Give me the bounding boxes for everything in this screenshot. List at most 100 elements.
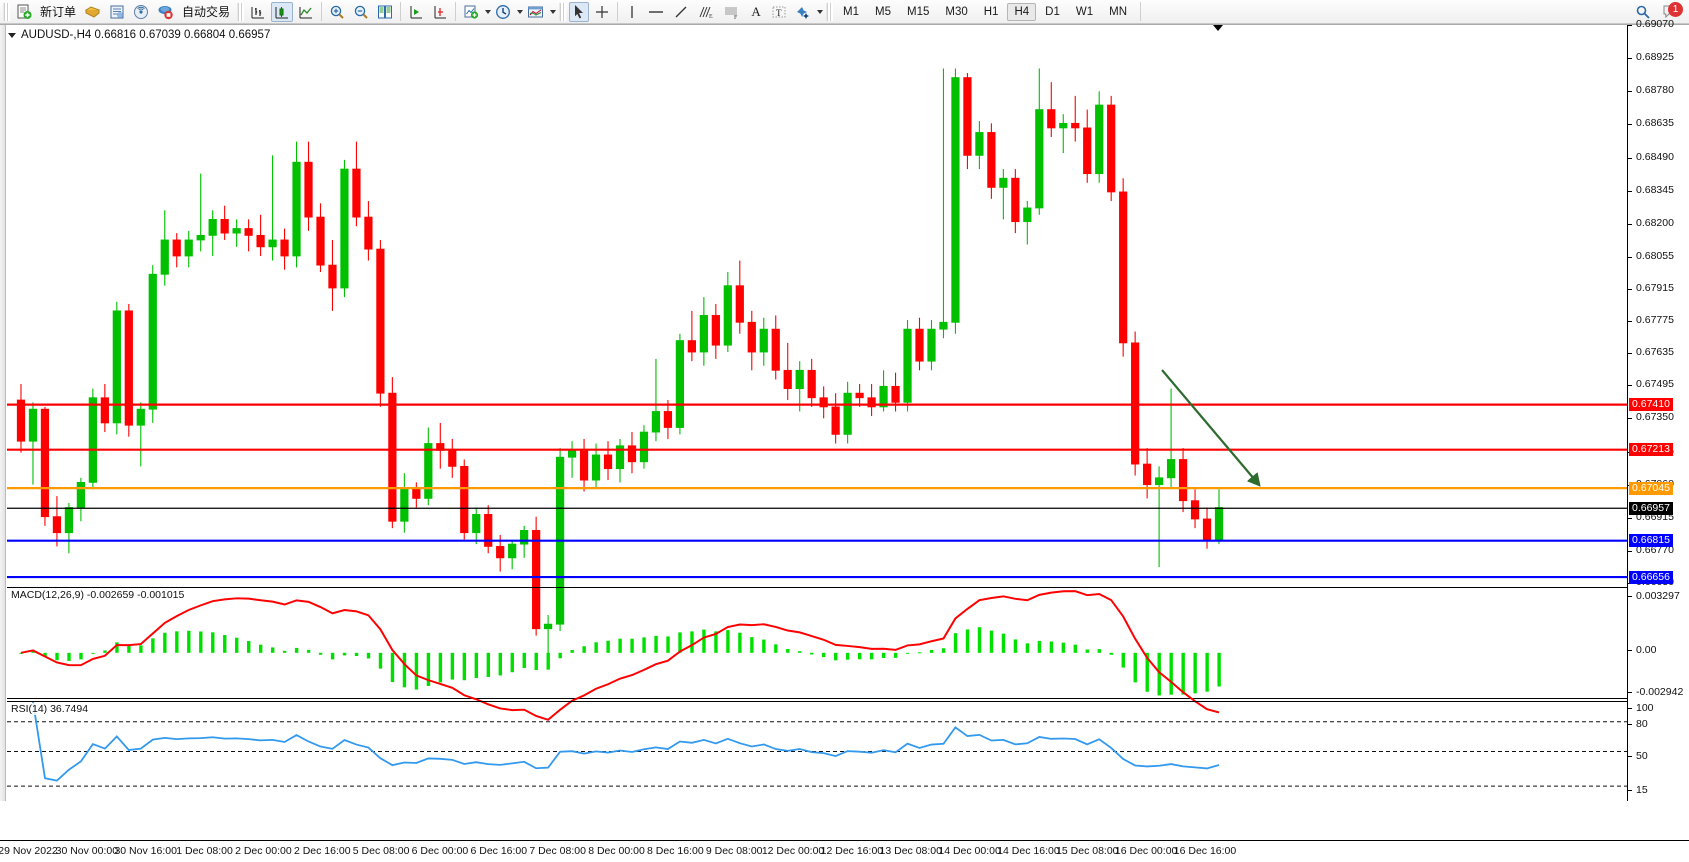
trendline-icon[interactable] [670, 2, 692, 22]
timeframe-d1[interactable]: D1 [1045, 5, 1060, 18]
macd-title: MACD(12,26,9) -0.002659 -0.001015 [10, 589, 186, 601]
price-tick-label: 0.67350 [1636, 411, 1674, 424]
candlestick-chart-icon[interactable] [271, 1, 294, 22]
price-tick [1628, 25, 1632, 26]
shift-end-icon[interactable] [429, 2, 451, 22]
text-icon[interactable]: T [768, 2, 790, 22]
time-tick-label: 30 Nov 00:00 [55, 845, 119, 857]
price-tick-label: 0.66915 [1636, 510, 1674, 523]
periods-icon[interactable] [492, 2, 514, 22]
broadcast-icon[interactable] [130, 2, 152, 22]
template-icon[interactable] [81, 2, 104, 22]
price-axis[interactable]: 0.69070 0.68925 0.68780 0.68635 0.68490 0.683… [1627, 19, 1689, 801]
price-pane[interactable] [7, 25, 1627, 654]
macd-pane[interactable]: MACD(12,26,9) -0.002659 -0.001015 [7, 587, 1627, 721]
chart-menu-caret-icon[interactable] [8, 32, 16, 38]
price-tick [1628, 190, 1632, 192]
timeframe-h4[interactable]: H4 [1007, 2, 1037, 21]
time-tick-label: 12 Dec 16:00 [820, 845, 884, 857]
time-tick-label: 15 Dec 08:00 [1056, 845, 1119, 857]
macd-axis-label: -0.002942 [1636, 686, 1684, 698]
rsi-plot [7, 701, 1627, 787]
price-tick-label: 0.66770 [1636, 543, 1674, 556]
time-tick-label: 12 Dec 00:00 [761, 845, 825, 857]
shapes-icon[interactable] [792, 2, 814, 22]
toolbar-grip[interactable] [3, 2, 10, 21]
timeframe-w1[interactable]: W1 [1075, 5, 1094, 18]
candlestick-chart [16, 68, 1224, 654]
resistance-level-1-badge[interactable]: 0.67410 [1629, 398, 1673, 412]
tile-windows-icon[interactable] [374, 2, 396, 22]
rsi-tick [1628, 724, 1632, 725]
macd-plot [19, 590, 1221, 721]
macd-tick [1628, 650, 1632, 651]
toolbar-grip-4[interactable] [826, 2, 834, 21]
line-chart-icon[interactable] [295, 2, 317, 22]
time-tick-label: 6 Dec 16:00 [470, 845, 528, 857]
price-tick [1628, 91, 1632, 93]
price-tick [1628, 157, 1632, 159]
crosshair-icon[interactable] [591, 2, 613, 22]
chart-left-border [0, 25, 6, 801]
indicators-dropdown-caret[interactable] [485, 9, 492, 14]
time-tick-label: 14 Dec 00:00 [938, 845, 1001, 857]
price-tick [1628, 289, 1632, 291]
toolbar-grip-3[interactable] [559, 2, 567, 21]
alerts-icon[interactable]: 1 [1659, 1, 1683, 22]
support-level-1-badge[interactable]: 0.66815 [1629, 534, 1673, 548]
auto-trading-button[interactable]: 自动交易 [182, 5, 231, 19]
timeframe-m1[interactable]: M1 [843, 5, 860, 18]
svg-text:T: T [776, 8, 782, 18]
indicators-icon[interactable] [460, 2, 482, 22]
shift-start-icon[interactable] [405, 2, 427, 22]
timeframe-m15[interactable]: M15 [907, 5, 930, 18]
vertical-line-icon[interactable] [622, 2, 642, 22]
price-tick-label: 0.68780 [1636, 84, 1674, 97]
text-label-icon[interactable]: A [751, 3, 761, 19]
price-tick [1628, 385, 1632, 387]
notification-badge: 1 [1668, 1, 1683, 17]
timeframe-mn[interactable]: MN [1109, 5, 1127, 18]
timeframe-h1[interactable]: H1 [983, 5, 999, 18]
time-axis[interactable]: 29 Nov 2022 30 Nov 00:00 30 Nov 16:00 1 Dec… [0, 840, 1689, 862]
print-preview-icon[interactable] [106, 2, 128, 22]
periods-dropdown-caret[interactable] [517, 9, 524, 14]
down-trend-arrow[interactable] [7, 25, 1627, 583]
timeframe-m5[interactable]: M5 [875, 5, 891, 18]
new-order-icon[interactable] [13, 2, 35, 22]
resistance-level-2-badge[interactable]: 0.67213 [1629, 443, 1673, 457]
current-price-badge[interactable]: 0.66957 [1629, 501, 1673, 515]
price-tick-label: 0.67775 [1636, 314, 1674, 327]
rsi-tick [1628, 708, 1632, 709]
horizontal-line-icon[interactable] [644, 2, 668, 22]
channel-icon[interactable]: F [720, 2, 744, 22]
time-tick-label: 7 Dec 08:00 [529, 845, 586, 857]
price-tick [1628, 418, 1632, 420]
timeframe-m30[interactable]: M30 [945, 5, 968, 18]
cursor-icon[interactable] [569, 1, 590, 22]
support-level-2-badge[interactable]: 0.66656 [1629, 570, 1673, 584]
zoom-in-icon[interactable] [326, 2, 348, 22]
time-tick-label: 9 Dec 08:00 [705, 845, 763, 857]
bar-chart-icon[interactable] [247, 2, 269, 22]
shapes-dropdown-caret[interactable] [817, 9, 824, 14]
auto-trading-icon[interactable] [154, 2, 177, 22]
fibo-icon[interactable]: E [694, 2, 718, 22]
price-tick [1628, 58, 1632, 60]
macd-axis-label: 0.00 [1636, 644, 1657, 656]
price-tick [1628, 353, 1632, 355]
toolbar-grip-2[interactable] [237, 2, 245, 21]
rsi-title: RSI(14) 36.7494 [10, 703, 90, 715]
chart-window[interactable]: AUDUSD-,H4 0.66816 0.67039 0.66804 0.669… [0, 19, 1689, 862]
new-order-button[interactable]: 新订单 [40, 5, 77, 19]
time-tick-label: 6 Dec 00:00 [411, 845, 469, 857]
price-tick [1628, 550, 1632, 552]
pivot-level-badge[interactable]: 0.67045 [1629, 481, 1673, 495]
templates-dropdown-caret[interactable] [550, 9, 557, 14]
templates-icon[interactable] [524, 2, 547, 22]
rsi-pane[interactable]: RSI(14) 36.7494 [7, 701, 1627, 801]
zoom-out-icon[interactable] [350, 2, 372, 22]
search-icon[interactable] [1632, 2, 1654, 22]
time-tick-label: 16 Dec 16:00 [1173, 845, 1237, 857]
